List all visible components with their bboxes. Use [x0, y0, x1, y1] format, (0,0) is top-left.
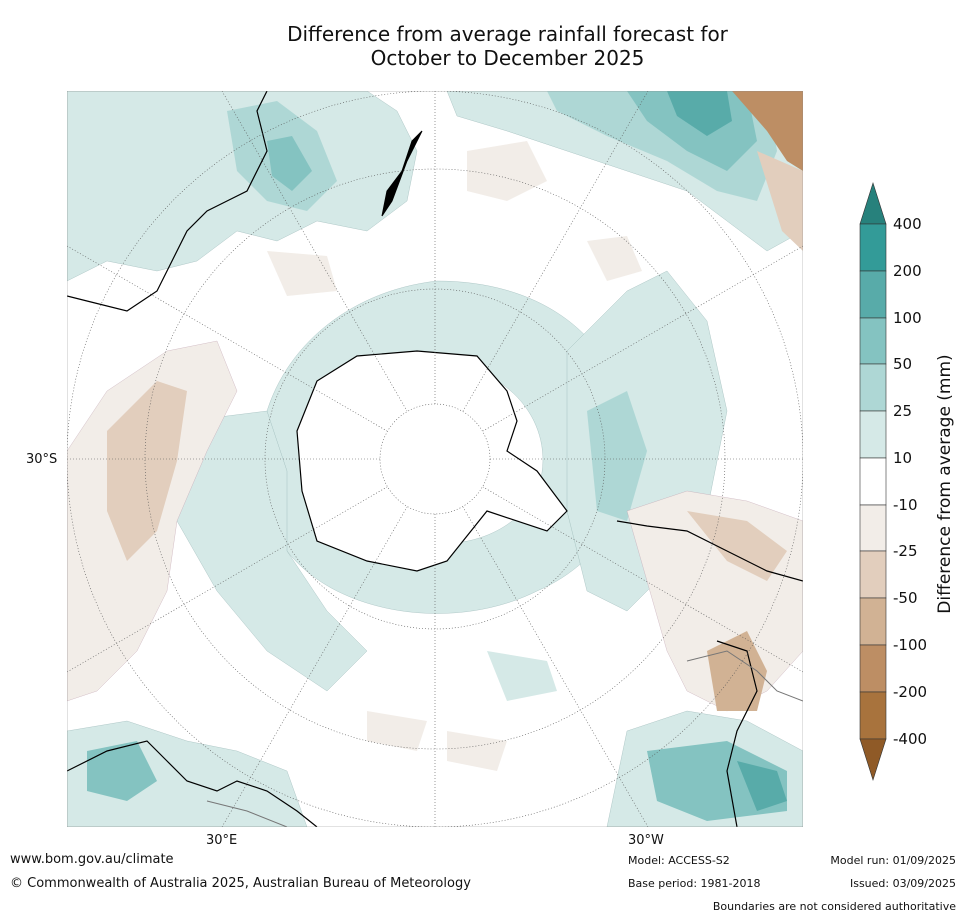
lon-label-30e: 30°E [206, 833, 238, 848]
colorbar-label-m10: -10 [893, 496, 918, 514]
colorbar-label-m200: -200 [893, 683, 928, 701]
dry-patch-south [367, 711, 427, 751]
issued-text: Issued: 03/09/2025 [849, 877, 956, 890]
lon-label-30w: 30°W [628, 833, 664, 848]
colorbar-label-m50: -50 [893, 589, 918, 607]
colorbar-bin-neutral [859, 457, 887, 506]
colorbar-label-25: 25 [893, 402, 913, 420]
map-title-line2: October to December 2025 [370, 46, 645, 70]
colorbar-bin-m200-m400 [859, 691, 887, 740]
lat-label-30s: 30°S [26, 452, 58, 467]
colorbar-extend-bottom [859, 738, 887, 781]
colorbar-title: Difference from average (mm) [935, 354, 955, 614]
colorbar-bin-100-200 [859, 270, 887, 319]
model-run-text: Model run: 01/09/2025 [830, 854, 956, 867]
colorbar-bin-m50-m100 [859, 597, 887, 646]
colorbar-label-m400: -400 [893, 730, 928, 748]
colorbar-label-10: 10 [893, 449, 913, 467]
base-period-text: Base period: 1981-2018 [628, 877, 761, 890]
antarctica-landmass [296, 350, 568, 572]
coastline-australia [67, 91, 268, 312]
colorbar-bin-10-25 [859, 410, 887, 459]
colorbar-bin-25-50 [859, 363, 887, 412]
dry-patch-west [267, 251, 337, 296]
coastline-new-zealand [381, 130, 423, 217]
colorbar-extend-top [859, 182, 887, 225]
wet-south-africa-core [647, 741, 787, 821]
border-lines [206, 650, 803, 827]
copyright-text: © Commonwealth of Australia 2025, Austra… [10, 876, 471, 891]
dry-south-america-core [707, 631, 767, 711]
colorbar [859, 182, 887, 781]
disclaimer-text: Boundaries are not considered authoritat… [712, 900, 956, 913]
dry-patch-northeast [587, 236, 642, 281]
wet-core-tasman [267, 136, 312, 191]
colorbar-label-400: 400 [893, 215, 922, 233]
colorbar-label-m25: -25 [893, 542, 918, 560]
coastline-south-america [616, 520, 803, 827]
coastline-southern-africa [67, 740, 318, 827]
dry-patch-south-2 [447, 731, 507, 771]
wet-region-tasman [67, 91, 418, 282]
dry-patch-north [467, 141, 547, 201]
colorbar-label-50: 50 [893, 355, 913, 373]
wet-south-africa-peak [737, 761, 787, 811]
map-title: Difference from average rainfall forecas… [0, 22, 965, 70]
colorbar-bin-m25-m50 [859, 550, 887, 599]
colorbar-bin-200-400 [859, 223, 887, 272]
wet-region-indian [176, 410, 368, 692]
rainfall-map [67, 91, 803, 827]
website-link[interactable]: www.bom.gov.au/climate [10, 852, 174, 867]
colorbar-bin-50-100 [859, 317, 887, 365]
dry-pacific-edge [757, 151, 803, 251]
colorbar-label-m100: -100 [893, 636, 928, 654]
dry-indian-core [107, 381, 187, 561]
colorbar-label-200: 200 [893, 262, 922, 280]
dry-region-south-america-pacific [732, 91, 803, 171]
map-title-line1: Difference from average rainfall forecas… [287, 22, 728, 46]
colorbar-bin-m100-m200 [859, 644, 887, 693]
dry-atlantic-core [687, 511, 787, 581]
wet-atlantic-core [587, 391, 647, 521]
map-fields [67, 91, 803, 827]
colorbar-bin-m10-m25 [859, 504, 887, 552]
wet-south-west-core [87, 741, 157, 801]
wet-patch-south [487, 651, 557, 701]
graticule [67, 91, 803, 827]
colorbar-label-100: 100 [893, 309, 922, 327]
model-text: Model: ACCESS-S2 [628, 854, 730, 867]
wet-pacific-peak [667, 91, 732, 136]
